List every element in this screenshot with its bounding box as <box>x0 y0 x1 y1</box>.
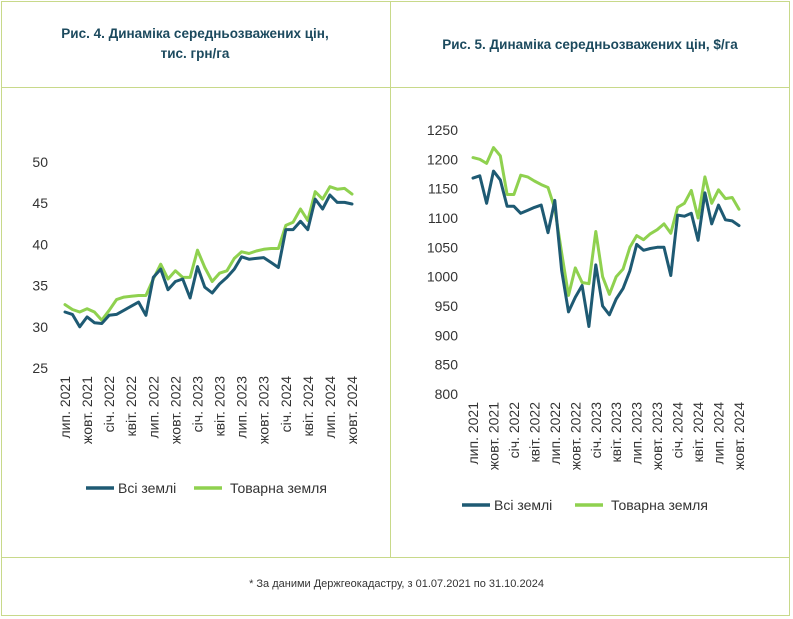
chart-4-xtick-label: квіт. 2024 <box>300 376 316 437</box>
chart-5-ytick-label: 1050 <box>427 239 458 255</box>
chart-5-xtick-label: лип. 2023 <box>629 402 645 465</box>
chart-5-ytick-label: 1100 <box>428 210 458 226</box>
chart-4-xtick-label: жовт. 2021 <box>79 376 95 444</box>
chart-5-xtick-label: лип. 2024 <box>711 402 727 465</box>
chart-5-series-commodity-land-line <box>471 146 741 297</box>
chart-5-series-all-lands-line <box>471 169 741 328</box>
chart-5-ytick-label: 950 <box>435 298 459 314</box>
chart-4-xtick-label: лип. 2022 <box>145 376 161 439</box>
chart-5-xtick-label: січ. 2024 <box>670 402 686 459</box>
chart-4-xtick-label: лип. 2024 <box>322 376 338 439</box>
chart-5-xtick-label: квіт. 2023 <box>608 402 624 463</box>
chart-4-ytick-label: 40 <box>32 236 48 252</box>
chart-5-ytick-label: 1000 <box>427 269 458 285</box>
chart-4-xtick-label: жовт. 2022 <box>167 376 183 444</box>
chart-4-title: Рис. 4. Динаміка середньозважених цін, т… <box>61 26 329 61</box>
chart-5-title: Рис. 5. Динаміка середньозважених цін, $… <box>442 37 738 52</box>
chart-5-xtick-label: квіт. 2022 <box>526 402 542 463</box>
chart-5-ytick-label: 1250 <box>427 122 458 138</box>
chart-5-xtick-label: жовт. 2023 <box>649 402 665 470</box>
chart-4-series-all-lands-line <box>63 193 354 329</box>
chart-4-ytick-label: 35 <box>32 278 48 294</box>
chart-5-xtick-label: січ. 2023 <box>588 402 604 459</box>
chart-5-xtick-label: квіт. 2024 <box>690 402 706 463</box>
chart-5-ytick-label: 900 <box>435 327 459 343</box>
chart-5-xtick-label: лип. 2022 <box>547 402 563 465</box>
chart-4-xtick-label: лип. 2021 <box>57 376 73 439</box>
chart-4-ytick-label: 50 <box>32 154 48 170</box>
chart-4-xtick-label: жовт. 2023 <box>256 376 272 444</box>
chart-4-legend-label-all-lands: Всі землі <box>118 480 176 496</box>
panel-divider <box>390 1 391 558</box>
chart-5-xtick-label: лип. 2021 <box>465 402 481 465</box>
chart-4-ytick-label: 25 <box>32 360 48 376</box>
chart-4-ytick-label: 30 <box>32 319 48 335</box>
footnote: * За даними Держгеокадастру, з 01.07.202… <box>249 578 544 590</box>
chart-5-xtick-label: жовт. 2021 <box>485 402 501 470</box>
chart-4-xtick-label: січ. 2023 <box>189 376 205 433</box>
chart-4-xtick-label: січ. 2024 <box>278 376 294 433</box>
chart-5-xtick-label: жовт. 2024 <box>731 402 747 470</box>
chart-5-xtick-label: січ. 2022 <box>506 402 522 459</box>
chart-4-legend-label-commodity-land: Товарна земля <box>230 480 327 496</box>
chart-4-xtick-label: січ. 2022 <box>101 376 117 433</box>
chart-4-ytick-label: 45 <box>32 195 48 211</box>
chart-4-xtick-label: жовт. 2024 <box>344 376 360 444</box>
footnote-divider <box>1 557 790 558</box>
chart-5-legend-label-commodity-land: Товарна земля <box>611 497 708 513</box>
chart-5-xtick-label: жовт. 2022 <box>567 402 583 470</box>
chart-5-ytick-label: 1150 <box>428 181 458 197</box>
chart-5-ytick-label: 800 <box>435 386 459 402</box>
chart-4-series-commodity-land-line <box>63 185 354 322</box>
chart-5-legend-label-all-lands: Всі землі <box>494 497 552 513</box>
title-divider <box>1 87 790 88</box>
chart-4-xtick-label: квіт. 2022 <box>123 376 139 437</box>
chart-5-ytick-label: 850 <box>435 357 459 373</box>
chart-5-ytick-label: 1200 <box>427 151 458 167</box>
chart-4-xtick-label: лип. 2023 <box>234 376 250 439</box>
chart-4-xtick-label: квіт. 2023 <box>212 376 228 437</box>
